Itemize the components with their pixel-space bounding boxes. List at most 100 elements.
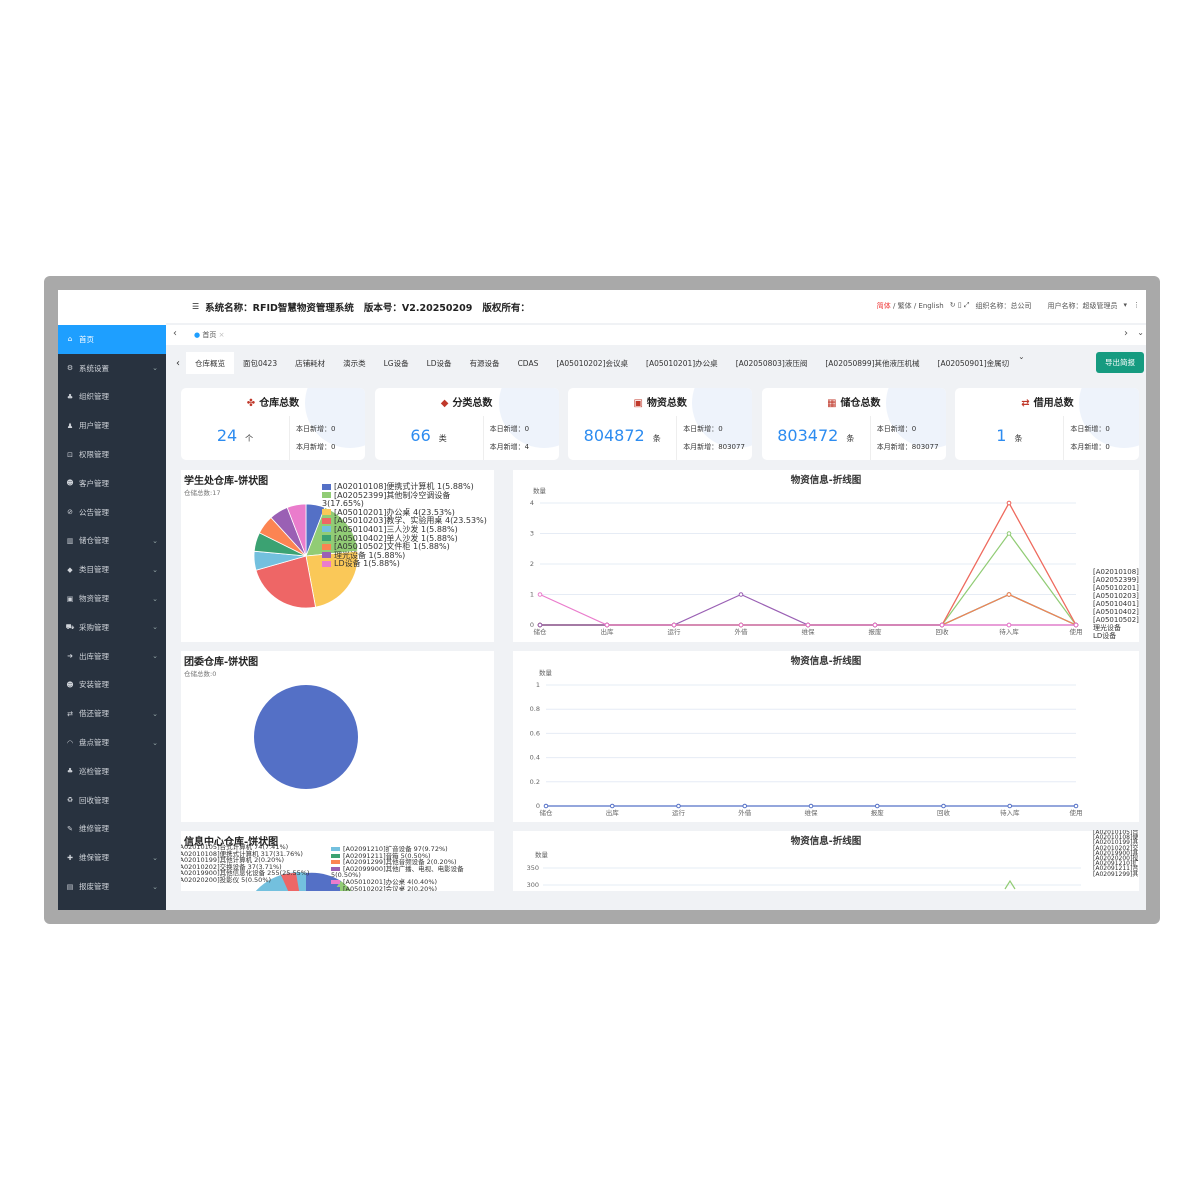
legend-item[interactable]: [A05010401]三 [1093, 600, 1139, 608]
legend-item[interactable]: 理光设备 1(5.88%) [322, 551, 494, 561]
legend-item[interactable]: [A02091211]音 [1093, 865, 1139, 873]
data-point[interactable] [671, 622, 677, 628]
legend-item[interactable]: [A05010201]办 [1093, 583, 1139, 592]
close-icon[interactable]: × [218, 331, 225, 339]
lang-others[interactable]: / 繁体 / English [890, 302, 944, 310]
legend-item[interactable]: [A02052399]其他制冷空调设备 3(17.65%) [322, 491, 494, 509]
data-point[interactable] [1006, 500, 1012, 506]
series-line[interactable] [540, 593, 1077, 626]
user-name[interactable]: 用户名称：超级管理员 [1047, 302, 1118, 310]
data-point[interactable] [1006, 531, 1012, 536]
legend-item[interactable]: [A02052399]其 [1093, 576, 1139, 584]
tab-menu-chevron-icon[interactable]: ⌄ [1137, 328, 1144, 337]
sidebar-item-18[interactable]: ✚ 维保管理 ⌄ [58, 843, 166, 872]
sidebar-item-19[interactable]: ▤ 报废管理 ⌄ [58, 872, 166, 901]
legend-item[interactable]: [A05010402]单 [1093, 607, 1139, 616]
data-point[interactable] [609, 803, 615, 809]
data-point[interactable] [738, 622, 744, 628]
export-report-button[interactable]: 导出简报 [1096, 352, 1144, 373]
legend-item[interactable]: [A05010402]单人沙发 1(5.88%) [322, 534, 494, 544]
data-point[interactable] [742, 803, 748, 809]
pie-slice[interactable] [305, 506, 359, 557]
series-line[interactable] [540, 593, 1077, 626]
legend-item[interactable]: [A05010401]三人沙发 1(5.88%) [322, 525, 494, 535]
data-point[interactable] [1007, 803, 1013, 809]
subtab-11[interactable]: [A02050899]其他液压机械 [825, 358, 920, 368]
subtab-scroll-left-icon[interactable]: ‹ [176, 357, 180, 369]
legend-item[interactable]: [A05010502]文 [1093, 615, 1139, 624]
legend-item[interactable]: [A02010199]其 [1093, 839, 1139, 847]
sidebar-item-14[interactable]: ◠ 盘点管理 ⌄ [58, 728, 166, 757]
legend-item[interactable]: [A02091299]其他音频设备 2(0.20%) [331, 859, 494, 866]
data-point[interactable] [1073, 803, 1079, 809]
subtab-10[interactable]: [A02050803]液压阀 [735, 358, 808, 368]
subtab-5[interactable]: LD设备 [426, 358, 452, 368]
sidebar-item-10[interactable]: ⛟ 采购管理 ⌄ [58, 613, 166, 642]
sidebar-item-3[interactable]: ♟ 用户管理 [58, 411, 166, 440]
legend-item[interactable]: [A02010108]便 [1093, 834, 1139, 842]
sidebar-item-5[interactable]: ☻ 客户管理 [58, 469, 166, 498]
sidebar-item-11[interactable]: ➜ 出库管理 ⌄ [58, 642, 166, 671]
sidebar-item-2[interactable]: ♣ 组织管理 [58, 383, 166, 412]
sidebar-item-13[interactable]: ⇄ 借还管理 ⌄ [58, 699, 166, 728]
series-line[interactable] [540, 593, 1076, 626]
legend-item[interactable]: [A05010201]办公桌 4(0.40%) [331, 879, 494, 886]
pie-slice[interactable] [305, 550, 359, 608]
pie-slice[interactable] [286, 503, 307, 557]
legend-item[interactable]: 理光设备 [1093, 623, 1121, 632]
data-point[interactable] [941, 803, 946, 809]
legend-item[interactable]: [A02010108]便 [1093, 567, 1139, 576]
subtab-0[interactable]: 仓库概览 [186, 352, 234, 374]
data-point[interactable] [543, 803, 549, 809]
legend-item[interactable]: [A02091210]扩 [1093, 860, 1139, 868]
data-point[interactable] [939, 622, 945, 628]
data-point[interactable] [738, 592, 744, 597]
chevron-down-icon[interactable]: ⌄ [1018, 352, 1025, 361]
pie-slice[interactable] [254, 685, 358, 789]
data-point[interactable] [604, 622, 610, 628]
data-point[interactable] [1006, 592, 1012, 597]
subtab-9[interactable]: [A05010201]办公桌 [646, 358, 718, 368]
legend-item[interactable]: [A05010201]办公桌 4(23.53%) [322, 508, 494, 518]
sidebar-item-8[interactable]: ◆ 类目管理 ⌄ [58, 555, 166, 584]
refresh-icon[interactable]: ↻ ▯ ⤢ [949, 301, 970, 309]
legend-item[interactable]: [A02091299]其 [1093, 870, 1139, 878]
sidebar-item-15[interactable]: ♣ 巡检管理 [58, 757, 166, 786]
sidebar-item-7[interactable]: ▥ 储仓管理 ⌄ [58, 527, 166, 556]
data-point[interactable] [872, 622, 878, 628]
legend-item[interactable]: [A02010105]台 [1093, 830, 1139, 836]
subtab-8[interactable]: [A05010202]会议桌 [556, 358, 629, 368]
legend-item[interactable]: [A02091210]扩音设备 97(9.72%) [331, 846, 494, 853]
pie-slice[interactable] [281, 873, 306, 891]
subtab-3[interactable]: 演示类 [343, 358, 366, 368]
tab-scroll-left-icon[interactable]: ‹ [173, 328, 177, 339]
data-point[interactable] [537, 592, 543, 597]
sidebar-item-4[interactable]: ⊡ 权限管理 [58, 440, 166, 469]
data-point[interactable] [808, 803, 814, 809]
more-icon[interactable]: ⋮ [1133, 301, 1140, 309]
data-point[interactable] [874, 803, 880, 809]
tab-scroll-right-icon[interactable]: › [1124, 328, 1128, 339]
legend-item[interactable]: LD设备 [1093, 631, 1116, 640]
data-point[interactable] [676, 803, 681, 809]
legend-item[interactable]: [A05010203]教 [1093, 591, 1139, 600]
caret-down-icon[interactable]: ▾ [1123, 301, 1127, 309]
legend-item[interactable]: [A02020200]投 [1093, 855, 1139, 863]
legend-item[interactable]: [A02010108]便携式计算机 1(5.88%) [322, 482, 494, 492]
subtab-6[interactable]: 有源设备 [469, 358, 500, 368]
legend-item[interactable]: [A02019900]其 [1093, 849, 1139, 857]
subtab-1[interactable]: 面包0423 [243, 358, 278, 368]
legend-item[interactable]: [A05010502]文件柜 1(5.88%) [322, 542, 494, 552]
lang-simplified[interactable]: 简体 [876, 302, 891, 310]
subtab-2[interactable]: 店铺耗材 [295, 358, 326, 368]
subtab-12[interactable]: [A02050901]金属切 [937, 358, 1010, 368]
sidebar-item-0[interactable]: ⌂ 首页 [58, 325, 166, 354]
legend-item[interactable]: [A05010202]会议桌 2(0.20%) [331, 885, 494, 891]
legend-item[interactable]: [A05010203]教学、实验用桌 4(23.53%) [322, 517, 494, 526]
sidebar-item-17[interactable]: ✎ 维修管理 [58, 815, 166, 844]
series-line[interactable] [540, 593, 1077, 626]
data-point[interactable] [537, 622, 543, 628]
data-point[interactable] [1006, 622, 1012, 628]
data-point[interactable] [805, 622, 811, 628]
sidebar-item-6[interactable]: ⊘ 公告管理 [58, 498, 166, 527]
